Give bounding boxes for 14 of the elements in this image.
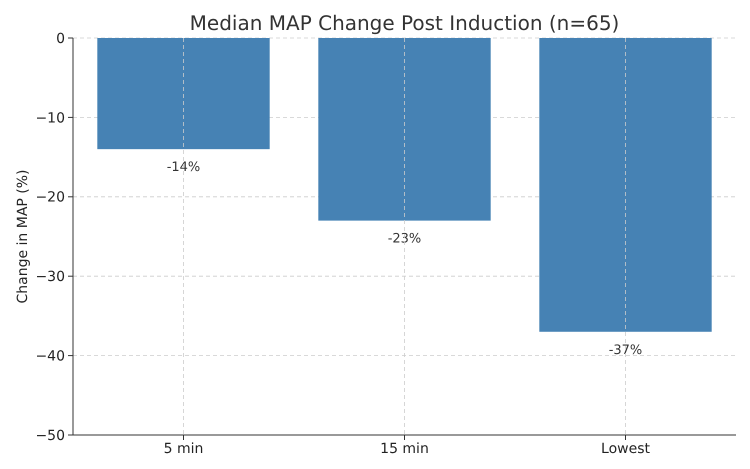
data-label: -37% [608,342,642,358]
y-tick-label: 0 [56,30,65,47]
data-label: -23% [388,232,422,247]
y-tick-label: −20 [35,190,65,206]
y-tick-label: −50 [35,428,65,444]
y-tick-label: −10 [35,110,65,126]
x-tick-label: 5 min [164,441,204,457]
y-axis-title: Change in MAP (%) [15,169,31,304]
data-label: -14% [166,160,200,176]
x-tick-label: 15 min [380,441,429,457]
y-tick-label: −40 [35,348,65,364]
x-tick-label: Lowest [601,441,650,457]
y-tick-label: −30 [35,269,65,286]
chart-title: Median MAP Change Post Induction (n=65) [190,11,620,35]
